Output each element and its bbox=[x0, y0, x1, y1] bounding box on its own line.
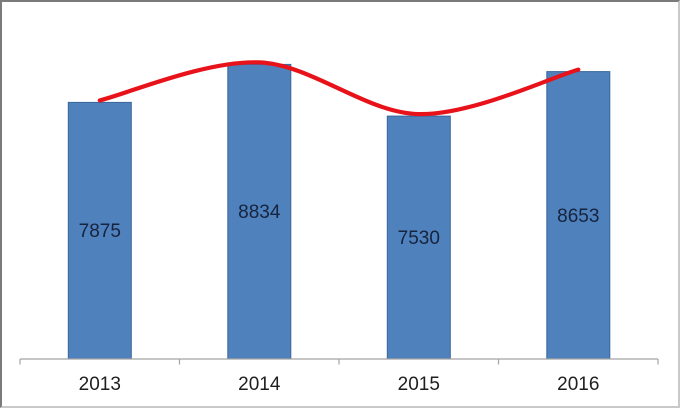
x-axis-label: 2013 bbox=[79, 374, 121, 395]
bar-2013 bbox=[67, 101, 132, 360]
bar-2016 bbox=[546, 71, 611, 360]
x-axis-label: 2016 bbox=[557, 374, 599, 395]
bar-2015 bbox=[386, 115, 451, 360]
bar-value-label: 8834 bbox=[238, 202, 281, 223]
bar-value-label: 8653 bbox=[557, 206, 599, 227]
trend-line bbox=[97, 60, 581, 117]
x-axis-label: 2015 bbox=[398, 374, 440, 395]
x-axis-label: 2014 bbox=[238, 374, 281, 395]
bar-value-label: 7530 bbox=[398, 228, 440, 249]
bar-value-label: 7875 bbox=[79, 221, 121, 242]
